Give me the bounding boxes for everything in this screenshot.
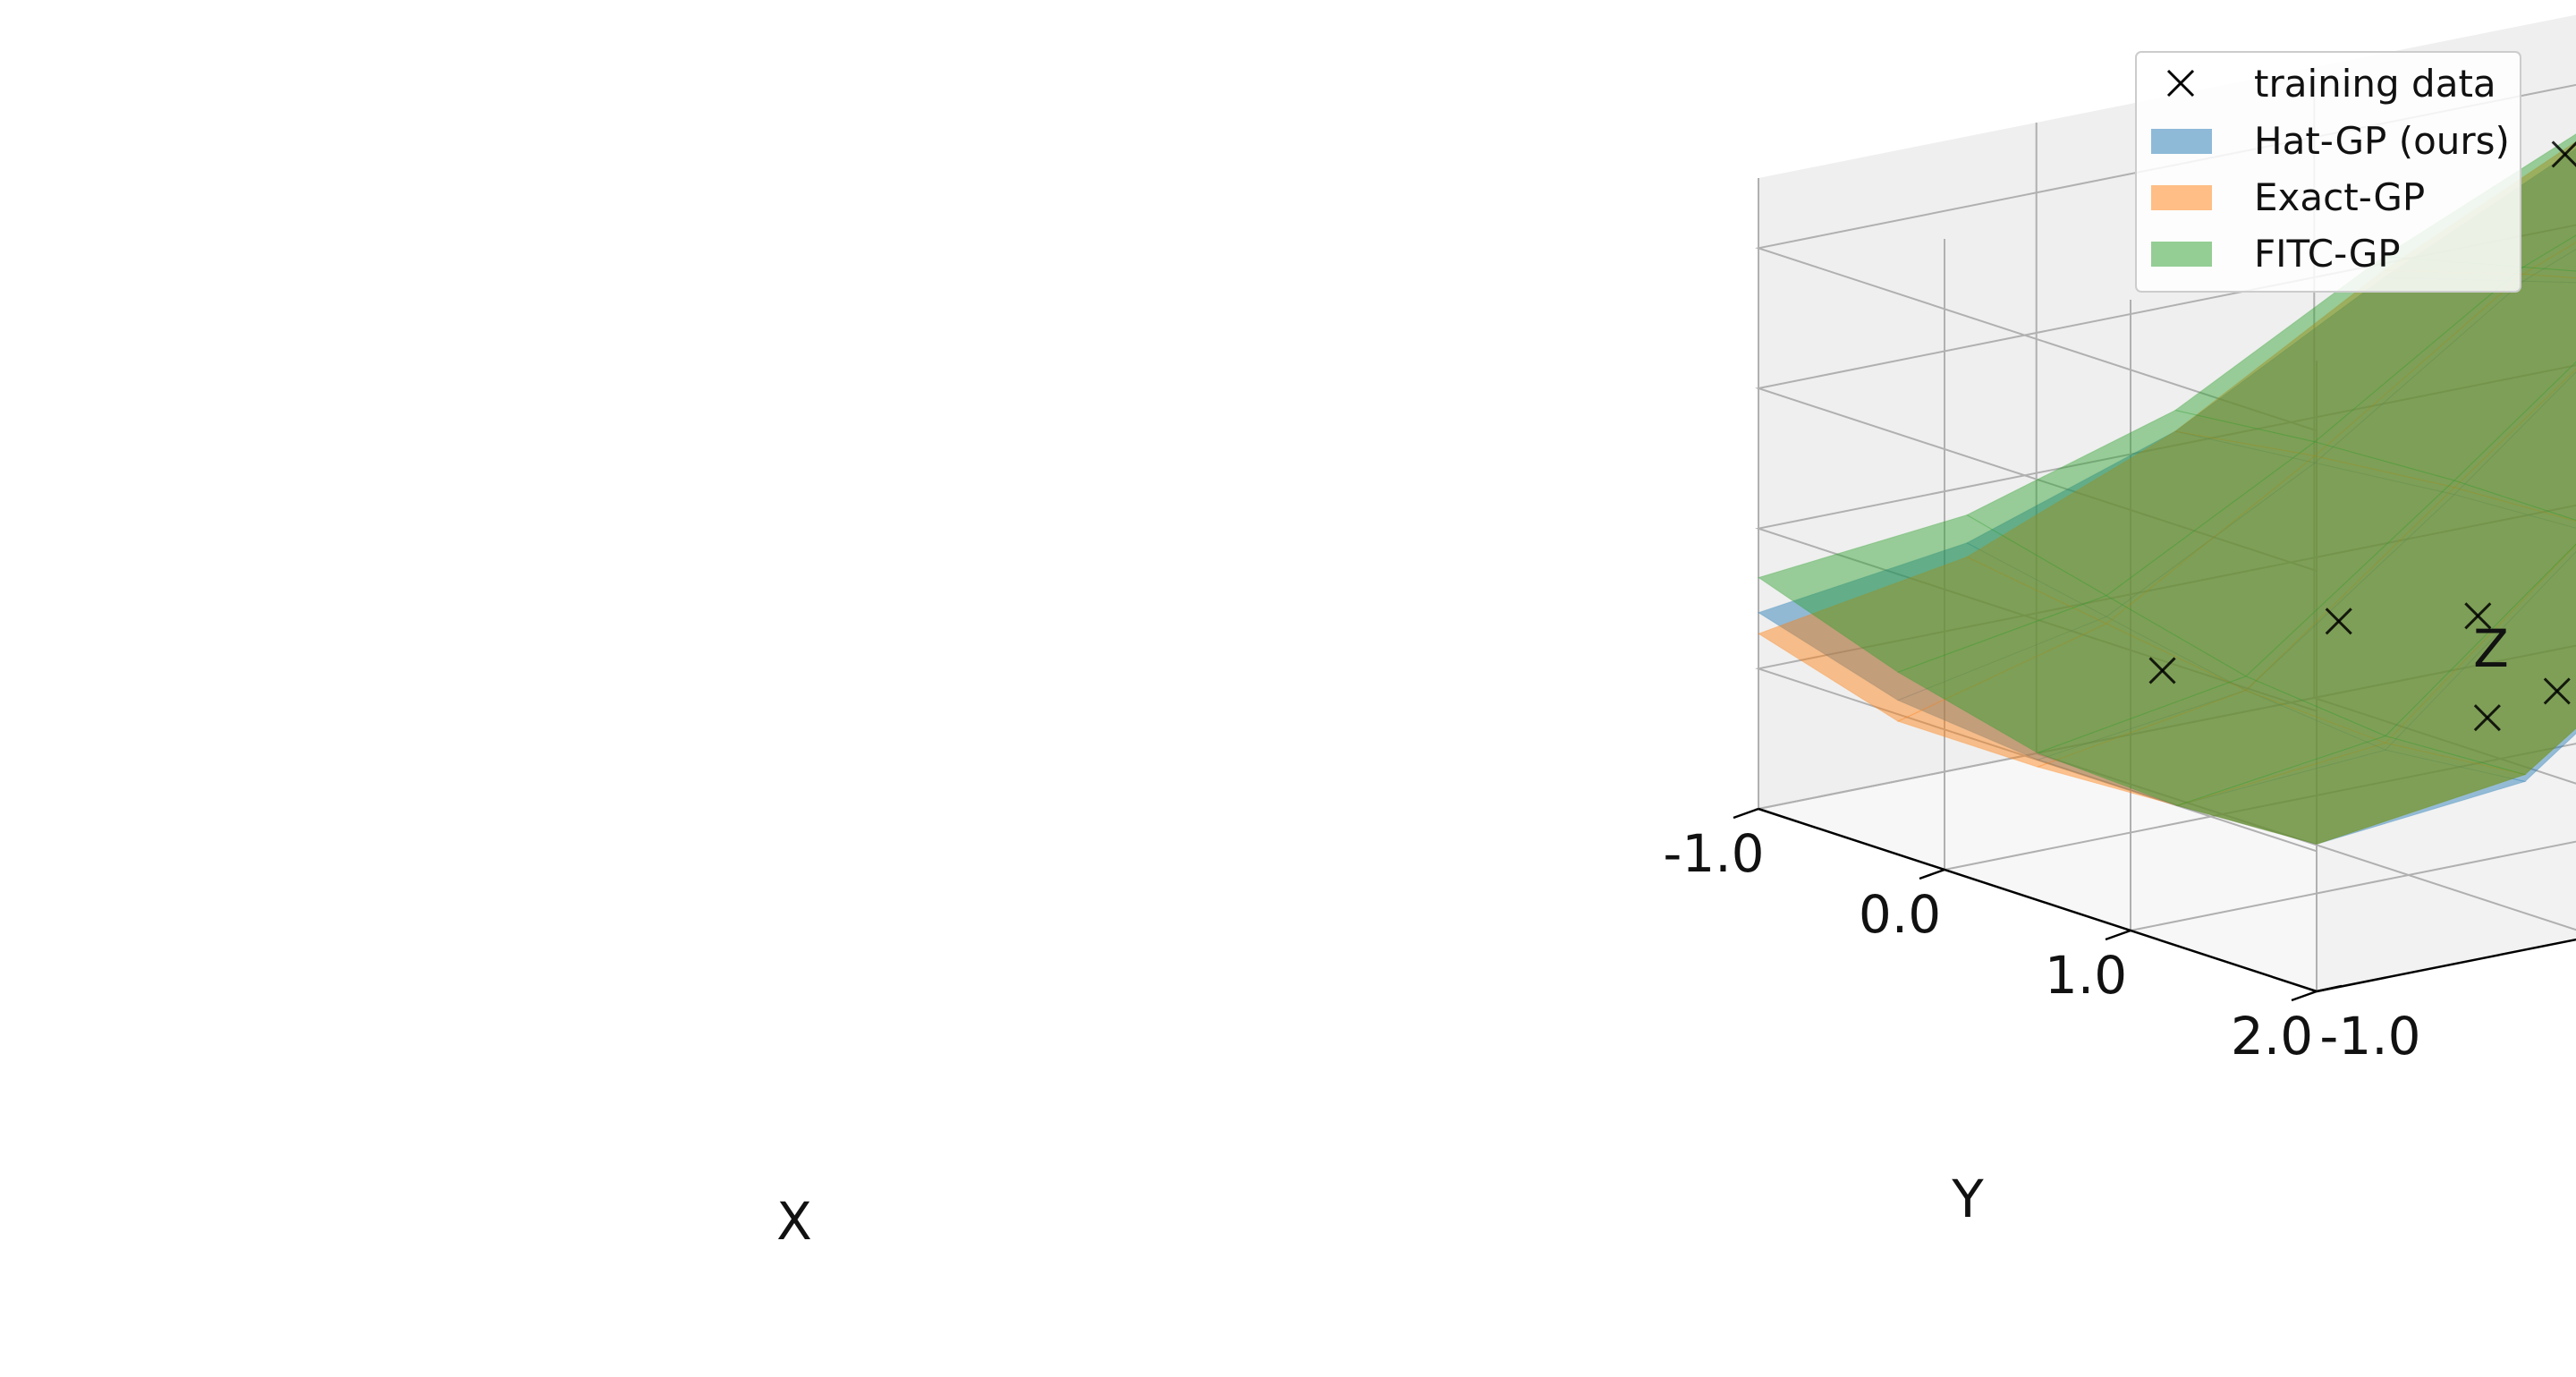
- z-axis-label: Z: [2473, 618, 2509, 679]
- x-tick-label: 2.0: [2231, 1006, 2313, 1067]
- marker-stroke: [2148, 657, 2176, 684]
- surface-patch: [2313, 266, 2576, 481]
- legend-frame: [2135, 51, 2521, 293]
- surface-patch: [2385, 543, 2576, 776]
- y-tick-label: -1.0: [2319, 1006, 2420, 1067]
- x-tick: [1733, 807, 1759, 820]
- legend-label: training data: [2254, 62, 2496, 106]
- surface-patch: [2174, 276, 2525, 463]
- legend-entry-hat-gp: Hat-GP (ours): [2151, 119, 2510, 163]
- surface-patch: [1965, 430, 2317, 625]
- x-tick-label: 1.0: [2045, 945, 2127, 1006]
- training-markers: [2148, 140, 2576, 732]
- x-tick: [1919, 868, 1945, 880]
- marker-stroke: [2473, 704, 2501, 732]
- surface-patch: [2036, 689, 2387, 806]
- surface-patch: [2106, 441, 2455, 677]
- y-axis-line: [2316, 938, 2576, 993]
- surface-patch: [2174, 256, 2525, 443]
- legend-swatch: [2151, 185, 2212, 210]
- axis-lines: [1733, 807, 2576, 1002]
- surface-patch: [2521, 249, 2576, 284]
- surface-patch: [1965, 409, 2317, 597]
- surface-patch: [1757, 542, 2108, 701]
- marker-stroke: [2543, 677, 2571, 705]
- surface-patch: [2453, 368, 2576, 522]
- surface-patch: [1757, 556, 2108, 722]
- surface-patch: [2521, 242, 2576, 279]
- surface-patch: [2036, 689, 2387, 806]
- surface-patch: [2453, 361, 2576, 521]
- legend-swatch: [2151, 129, 2212, 154]
- training-point: [2473, 704, 2501, 732]
- surface-patch: [2175, 749, 2527, 846]
- marker-stroke: [2551, 141, 2576, 168]
- legend-swatch: [2151, 242, 2212, 267]
- legend-label: Exact-GP: [2254, 175, 2425, 219]
- surface-patch: [2175, 735, 2527, 846]
- surface-patch: [2521, 234, 2576, 272]
- surface-patch: [2036, 676, 2387, 806]
- legend-label: FITC-GP: [2254, 232, 2401, 276]
- surface-patch: [2175, 742, 2527, 846]
- legend-label: Hat-GP (ours): [2254, 119, 2510, 163]
- training-point: [2543, 677, 2571, 705]
- surface-patch: [2313, 280, 2576, 496]
- surface-patch: [1896, 616, 2248, 761]
- x-tick: [2291, 990, 2318, 1002]
- legend: training data Hat-GP (ours) Exact-GP FIT…: [2135, 51, 2521, 293]
- marker-stroke: [2464, 602, 2492, 630]
- tick-labels: -1.00.01.02.0-1.00.01.02.0-2.0-1.00.01.0…: [1663, 823, 2420, 1067]
- x-axis-label: X: [776, 1191, 812, 1252]
- legend-entry-exact-gp: Exact-GP: [2151, 175, 2425, 219]
- surface-patch: [2106, 462, 2456, 692]
- surface-patch: [1896, 623, 2248, 768]
- surface-patch: [2245, 487, 2576, 744]
- training-point: [2148, 657, 2176, 684]
- training-point: [2325, 608, 2352, 635]
- training-point: [2464, 602, 2492, 630]
- surface-patch: [1896, 595, 2248, 754]
- surface-patch: [2174, 269, 2525, 457]
- y-tick: [2316, 984, 2343, 993]
- surface-patch: [2385, 550, 2576, 783]
- x-tick-label: 0.0: [1859, 884, 1941, 945]
- surface-patch: [2453, 371, 2576, 529]
- surface-patch: [1965, 430, 2317, 617]
- surface-patch: [2245, 494, 2576, 751]
- x-axis-line: [1758, 807, 2318, 993]
- surface-patch: [2106, 455, 2456, 692]
- legend-entry-fitc-gp: FITC-GP: [2151, 232, 2401, 276]
- x-tick-label: -1.0: [1663, 823, 1764, 884]
- surface-patch: [2313, 273, 2576, 489]
- x-tick: [2105, 929, 2131, 941]
- surface-patch: [2245, 480, 2576, 737]
- y-axis-label: Y: [1951, 1169, 1984, 1229]
- training-point: [2551, 140, 2576, 168]
- surface-patch: [1757, 514, 2108, 673]
- z-gridline: [1755, 504, 2576, 853]
- surface-patch: [2385, 544, 2576, 776]
- marker-stroke: [2325, 608, 2352, 635]
- legend-entry-training-data: training data: [2166, 62, 2496, 106]
- x-marker-icon: [2166, 69, 2195, 98]
- surface-exact-gp: [1757, 140, 2576, 846]
- z-gridline: [1755, 364, 2576, 712]
